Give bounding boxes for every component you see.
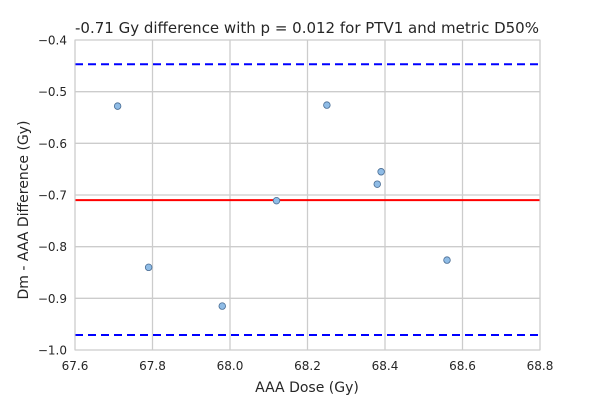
y-tick-label: −0.4 xyxy=(38,34,67,48)
y-tick-label: −0.7 xyxy=(38,189,67,203)
x-tick-label: 67.8 xyxy=(139,359,166,373)
grid xyxy=(74,39,541,351)
x-tick-label: 68.6 xyxy=(449,359,476,373)
y-tick-label: −0.8 xyxy=(38,240,67,254)
plot-frame xyxy=(74,39,541,351)
data-point xyxy=(218,302,226,310)
data-point xyxy=(144,263,153,272)
x-tick-label: 68.8 xyxy=(527,359,554,373)
y-tick-label: −0.9 xyxy=(38,292,67,306)
x-tick-labels: 67.6 67.8 68.0 68.2 68.4 68.6 68.8 xyxy=(62,359,554,373)
data-point xyxy=(443,256,451,264)
x-tick-label: 68.4 xyxy=(372,359,399,373)
y-tick-label: −0.6 xyxy=(38,137,67,151)
chart-title: -0.71 Gy difference with p = 0.012 for P… xyxy=(75,19,539,37)
data-point xyxy=(373,180,381,188)
data-point xyxy=(113,102,122,110)
data-point xyxy=(272,196,281,205)
data-point xyxy=(323,101,331,109)
x-tick-label: 68.2 xyxy=(294,359,321,373)
y-axis-label: Dm - AAA Difference (Gy) xyxy=(16,120,32,299)
x-tick-label: 68.0 xyxy=(217,359,244,373)
y-tick-label: −0.5 xyxy=(38,85,67,99)
y-tick-label: −1.0 xyxy=(38,344,67,358)
x-tick-label: 67.6 xyxy=(62,359,89,373)
scatter-points xyxy=(113,101,451,310)
x-axis-label: AAA Dose (Gy) xyxy=(255,380,359,396)
y-tick-labels: −0.4 −0.5 −0.6 −0.7 −0.8 −0.9 −1.0 xyxy=(38,34,67,358)
data-point xyxy=(377,168,385,176)
reference-lines xyxy=(75,63,540,337)
